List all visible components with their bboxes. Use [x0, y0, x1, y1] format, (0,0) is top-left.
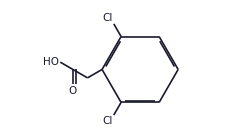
Text: HO: HO: [43, 57, 59, 67]
Text: Cl: Cl: [103, 116, 113, 126]
Text: Cl: Cl: [103, 13, 113, 23]
Text: O: O: [69, 86, 77, 96]
